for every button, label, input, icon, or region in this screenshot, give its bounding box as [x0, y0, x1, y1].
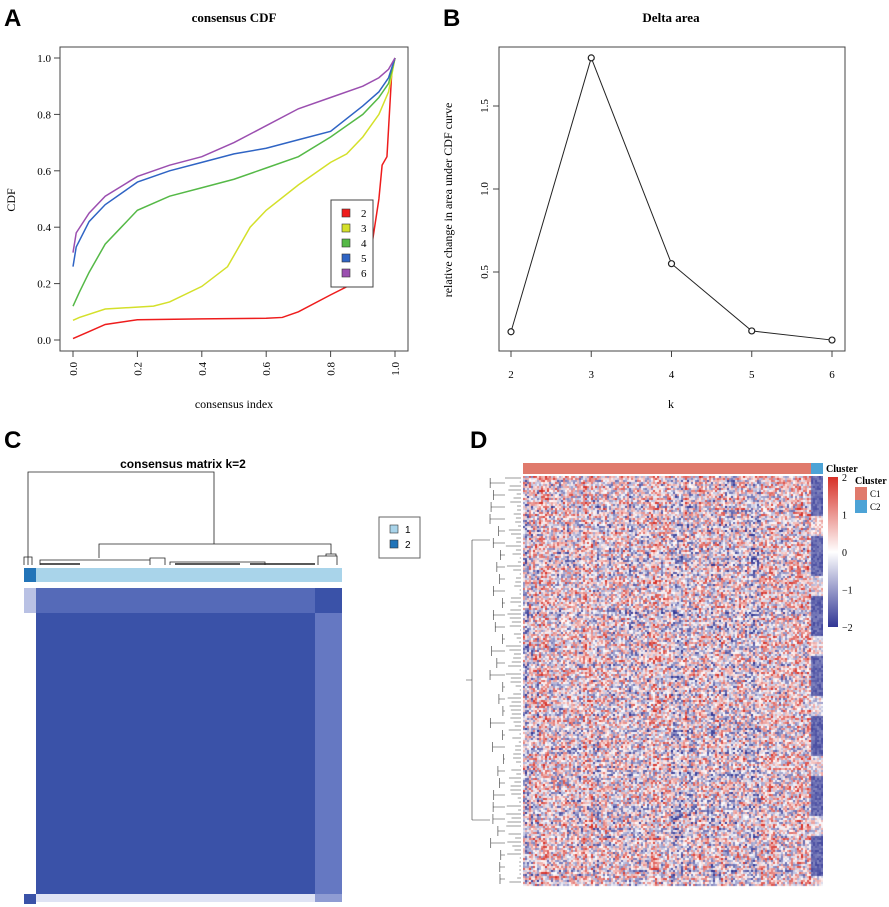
cluster-bar-1: [36, 568, 342, 582]
legend-swatch-c2: [855, 500, 867, 513]
cdf-legend-label: 4: [361, 238, 367, 250]
cluster-bar-2: [24, 568, 36, 582]
matrix-cells: [24, 588, 342, 904]
cdf-legend-swatch: [341, 208, 351, 218]
cdf-xtick-label: 0.4: [197, 362, 209, 376]
consensus-matrix: consensus matrix k=2 1 2: [23, 457, 421, 904]
delta-point-k5: [748, 327, 756, 335]
annotation-label: Cluster: [826, 464, 858, 475]
legend-label-c2: C2: [870, 502, 881, 512]
cdf-ylabel: CDF: [4, 188, 18, 212]
cdf-legend-label: 2: [361, 208, 367, 220]
cdf-ytick-label: 0.2: [37, 279, 51, 291]
cdf-legend-label: 6: [361, 268, 367, 280]
cdf-legend-swatch: [341, 238, 351, 248]
cdf-chart: consensus CDF consensus index CDF 0.0 0.2…: [4, 10, 409, 411]
delta-area-chart: Delta area k relative change in area und…: [441, 10, 846, 411]
legend-label-2: 2: [405, 540, 411, 551]
cdf-ytick-label: 0.8: [37, 109, 51, 121]
cdf-plot-frame: [59, 46, 409, 352]
cdf-ytick-label: 0.0: [37, 335, 51, 347]
delta-ytick-label: 0.5: [479, 265, 491, 279]
row-dendrogram: [466, 477, 521, 884]
legend-swatch-c1: [855, 487, 867, 500]
matrix-title: consensus matrix k=2: [120, 457, 246, 471]
cdf-ytick-label: 0.6: [37, 166, 51, 178]
colorbar-tick-label: 0: [842, 548, 847, 559]
matrix-strip-top: [36, 588, 315, 613]
delta-xtick-label: 4: [669, 369, 675, 381]
matrix-block-cluster2: [24, 894, 36, 904]
matrix-strip-corner: [315, 894, 342, 902]
delta-ylabel: relative change in area under CDF curve: [441, 103, 455, 298]
delta-ytick-label: 1.0: [479, 182, 491, 196]
cdf-line-k2: [72, 57, 396, 340]
cdf-legend-swatch: [341, 223, 351, 233]
cdf-legend-box: [330, 199, 374, 288]
delta-xtick-label: 2: [508, 369, 514, 381]
annotation-c1: [523, 463, 811, 474]
legend-label-c1: C1: [870, 489, 881, 499]
panel-label-c: C: [4, 427, 21, 454]
matrix-strip-left: [24, 588, 36, 613]
annotation-c2: [811, 463, 823, 474]
cdf-xtick-label: 0.8: [326, 362, 338, 376]
colorbar-tick-label: −1: [842, 586, 853, 597]
delta-xtick-label: 6: [829, 369, 835, 381]
colorbar-tick-label: −2: [842, 623, 853, 634]
delta-xlabel: k: [668, 397, 674, 411]
colorbar: [828, 477, 838, 627]
delta-xtick-label: 5: [749, 369, 755, 381]
legend-swatch-2: [389, 539, 399, 549]
panel-label-a: A: [4, 5, 21, 32]
matrix-strip-bottom: [36, 894, 315, 902]
delta-xtick-label: 3: [589, 369, 595, 381]
cdf-ytick-label: 0.4: [37, 222, 51, 234]
cdf-xtick-label: 1.0: [390, 362, 402, 376]
cdf-xtick-label: 0.6: [261, 362, 273, 376]
panel-label-d: D: [470, 427, 487, 454]
cdf-xlabel: consensus index: [195, 397, 273, 411]
cdf-legend-swatch: [341, 268, 351, 278]
colorbar-tick-label: 2: [842, 473, 847, 484]
cdf-ytick-label: 1.0: [37, 53, 51, 65]
cdf-legend-label: 5: [361, 253, 367, 265]
delta-title: Delta area: [642, 10, 700, 25]
legend-label-1: 1: [405, 525, 411, 536]
row-dendrogram-branches: [466, 477, 521, 884]
cdf-line-k6: [72, 57, 396, 253]
cdf-line-k5: [72, 57, 396, 267]
cdf-title: consensus CDF: [192, 10, 277, 25]
delta-plot-frame: [498, 46, 846, 352]
delta-point-k6: [828, 336, 836, 344]
cdf-line-k3: [72, 57, 396, 321]
cdf-line-k4: [72, 57, 396, 307]
delta-line: [510, 56, 833, 341]
matrix-strip-right: [315, 613, 342, 894]
legend-title: Cluster: [855, 476, 887, 487]
legend-swatch-1: [389, 524, 399, 534]
expression-heatmap: [523, 476, 823, 887]
cdf-xtick-label: 0.2: [132, 362, 144, 376]
delta-point-k2: [507, 328, 515, 336]
column-dendrogram: [23, 471, 338, 565]
colorbar-tick-label: 1: [842, 511, 847, 522]
delta-point-k3: [587, 54, 595, 62]
matrix-legend-box: [378, 516, 421, 559]
matrix-block-cluster1: [36, 588, 342, 894]
cdf-legend-label: 3: [361, 223, 367, 235]
cdf-legend-swatch: [341, 253, 351, 263]
panel-label-b: B: [443, 5, 460, 32]
delta-point-k4: [667, 260, 676, 268]
cdf-xtick-label: 0.0: [68, 362, 80, 376]
delta-ytick-label: 1.5: [479, 99, 491, 113]
expression-heatmap-panel: Cluster 2 1 0 −1 −2 Cluster C1 C2: [466, 463, 887, 884]
